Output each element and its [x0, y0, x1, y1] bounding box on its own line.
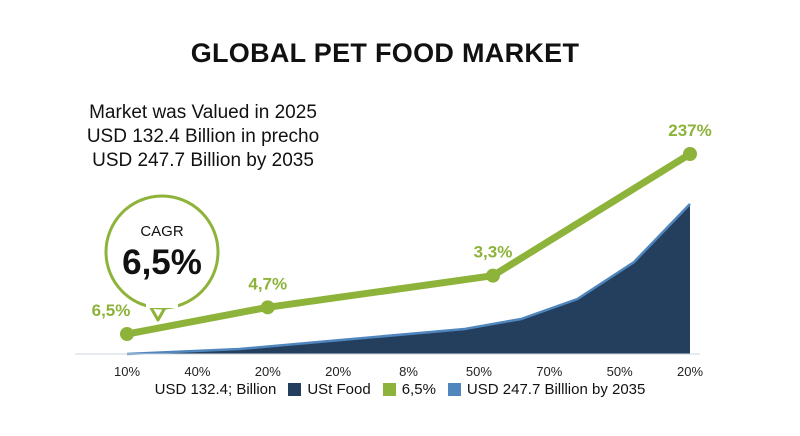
legend-label: USD 132.4; Billion — [154, 381, 277, 398]
x-tick-label: 40% — [184, 364, 210, 379]
line-layer — [120, 147, 697, 341]
info-line-1: Market was Valued in 2025 — [89, 102, 317, 123]
tick-layer: 10% 40% 20% 20% 8% 50% 70% 50% 20% — [114, 364, 703, 379]
legend-item: USt Food — [288, 381, 371, 398]
x-tick-label: 20% — [325, 364, 351, 379]
x-tick-label: 10% — [114, 364, 140, 379]
point-label: 3,3% — [474, 243, 513, 262]
cagr-badge: CAGR 6,5% — [104, 194, 220, 322]
line-series — [123, 150, 694, 338]
legend-label: USt Food — [307, 381, 371, 398]
x-tick-label: 20% — [677, 364, 703, 379]
x-tick-label: 50% — [607, 364, 633, 379]
line-point — [485, 268, 500, 283]
badge-label: CAGR — [140, 223, 184, 240]
x-tick-label: 20% — [255, 364, 281, 379]
line-point — [683, 147, 697, 161]
legend-swatch — [382, 383, 396, 396]
legend-item: USD 132.4; Billion — [155, 381, 277, 398]
legend-swatch — [447, 383, 461, 396]
label-layer: 6,5% 4,7% 3,3% 237% — [92, 121, 712, 320]
line-point — [260, 300, 275, 315]
area-series — [127, 204, 690, 354]
info-line-3: USD 247.7 Billion by 2035 — [92, 150, 314, 171]
legend-label: USD 247.7 Billlion by 2035 — [466, 381, 646, 398]
market-info: Market was Valued in 2025 USD 132.4 Bill… — [58, 101, 348, 173]
area-series-edge — [126, 203, 691, 356]
legend-item: USD 247.7 Billlion by 2035 — [447, 381, 646, 398]
legend: USD 132.4; Billion USt Food 6,5% USD 247… — [0, 381, 800, 398]
legend-item: 6,5% — [382, 381, 436, 398]
badge-value: 6,5% — [122, 243, 202, 282]
point-label: 4,7% — [248, 274, 287, 293]
legend-label: 6,5% — [401, 381, 436, 398]
legend-swatch — [288, 383, 302, 396]
info-line-2: USD 132.4 Billion in precho — [86, 126, 320, 147]
point-label: 237% — [668, 121, 711, 140]
x-tick-label: 50% — [466, 364, 492, 379]
area-layer — [126, 203, 691, 356]
x-tick-label: 70% — [536, 364, 562, 379]
badge-joint — [146, 300, 178, 308]
point-label: 6,5% — [92, 301, 131, 320]
x-tick-label: 8% — [399, 364, 418, 379]
line-point — [120, 327, 134, 341]
chart-title: GLOBAL PET FOOD MARKET — [190, 38, 580, 68]
